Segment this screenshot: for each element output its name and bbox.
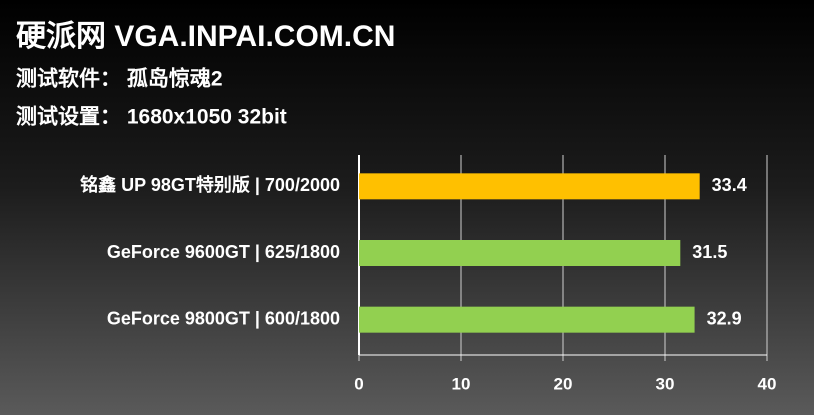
chart-title: 硬派网 VGA.INPAI.COM.CN [16,20,395,53]
y-tick-label: GeForce 9600GT | 625/1800 [107,242,340,262]
subtitle: 测试设置： 1680x1050 32bit [16,106,287,129]
value-label: 32.9 [707,308,742,328]
value-label: 31.5 [692,242,727,262]
y-tick-label: GeForce 9800GT | 600/1800 [107,308,340,328]
y-tick-label: 铭鑫 UP 98GT特别版 | 700/2000 [80,174,340,195]
bar [359,240,681,266]
x-tick-label: 40 [758,374,777,393]
x-tick-label: 30 [656,374,675,393]
bar [359,306,695,333]
value-label: 33.4 [712,175,747,195]
subtitle: 测试软件： 孤岛惊魂2 [16,67,223,91]
bar [359,173,700,200]
x-tick-label: 0 [354,374,363,393]
x-tick-label: 10 [452,374,471,393]
x-tick-label: 20 [554,374,573,393]
